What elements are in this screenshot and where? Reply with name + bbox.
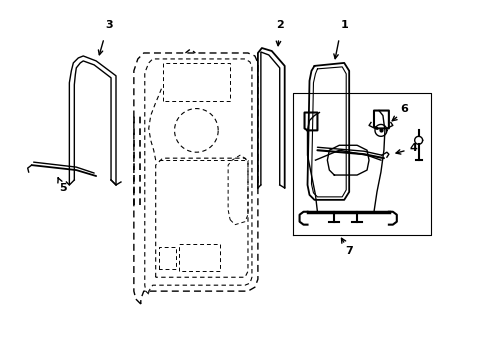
Text: 1: 1 xyxy=(340,20,347,30)
Text: 7: 7 xyxy=(345,247,352,256)
Text: 4: 4 xyxy=(409,143,417,153)
Text: 6: 6 xyxy=(399,104,407,113)
Text: 2: 2 xyxy=(275,20,283,30)
Text: 5: 5 xyxy=(60,183,67,193)
Text: 3: 3 xyxy=(105,20,113,30)
